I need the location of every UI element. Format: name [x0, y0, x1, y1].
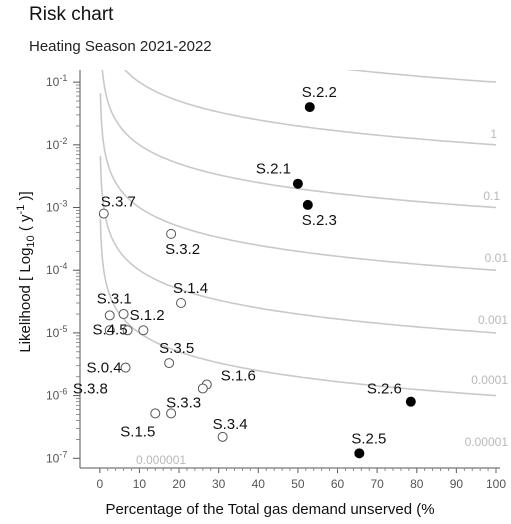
data-point-label: S.2.3 — [302, 212, 337, 229]
data-point-label: S.2.6 — [367, 381, 402, 398]
iso-risk-curve-label: 1 — [490, 127, 497, 141]
x-tick-label: 80 — [410, 477, 424, 491]
y-tick-label: 10-2 — [46, 136, 67, 152]
x-tick-label: 100 — [486, 477, 506, 491]
data-point-open — [120, 362, 131, 373]
data-point-label: S.2.2 — [302, 84, 337, 101]
data-point-open — [138, 325, 149, 336]
chart-title: Risk chart — [29, 4, 114, 25]
x-axis-title: Percentage of the Total gas demand unser… — [105, 501, 434, 518]
data-point-open — [166, 408, 177, 419]
data-point-label: S.1.6 — [221, 368, 256, 385]
x-tick-label: 50 — [291, 477, 305, 491]
data-points — [98, 102, 416, 459]
y-tick-label: 10-6 — [46, 387, 67, 403]
data-point-label: S.3.7 — [101, 194, 136, 211]
x-tick-label: 90 — [450, 477, 464, 491]
data-point-open — [150, 408, 161, 419]
x-tick-label: 10 — [133, 477, 147, 491]
data-point-open — [104, 310, 115, 321]
data-point-open — [118, 309, 129, 320]
iso-risk-curve — [99, 93, 497, 271]
data-point-label: S.2.1 — [256, 161, 291, 178]
iso-risk-curve — [124, 70, 497, 146]
data-point-label: S.3.1 — [97, 290, 132, 307]
data-point-label: S.1.2 — [130, 307, 165, 324]
data-point-label: S.0.4 — [87, 360, 122, 377]
data-point-label: S.4.5 — [93, 321, 128, 338]
axes: 0 10 20 30 40 50 60 70 80 90 10010-110-210-310-410… — [15, 70, 506, 518]
chart-subtitle: Heating Season 2021-2022 — [29, 38, 212, 55]
data-point-label: S.1.5 — [120, 423, 155, 440]
iso-risk-curve — [99, 155, 497, 334]
iso-risk-curve-label: 0.00001 — [465, 435, 509, 449]
data-point-filled — [354, 448, 365, 459]
data-point-open — [98, 208, 109, 219]
x-tick-label: 70 — [370, 477, 384, 491]
data-point-label: S.3.5 — [159, 340, 194, 357]
data-point-label: S.3.4 — [213, 416, 248, 433]
point-labels: S.2.2 S.2.1 S.2.3 S.2.6 S.2.5 S.3.7 S.3.2 S.1.4… — [73, 84, 402, 447]
y-tick-label: 10-5 — [46, 324, 67, 340]
y-tick-label: 10-1 — [46, 73, 67, 89]
data-point-open — [176, 297, 187, 308]
data-point-open — [197, 383, 208, 394]
data-point-label: S.3.3 — [166, 394, 201, 411]
x-tick-label: 20 — [172, 477, 186, 491]
iso-risk-curve — [101, 70, 497, 209]
iso-risk-curve — [99, 218, 497, 397]
data-point-label: S.1.4 — [173, 280, 208, 297]
iso-risk-curve-label: 0.1 — [483, 189, 500, 203]
y-tick-label: 10-7 — [46, 449, 67, 465]
data-point-label: S.3.2 — [165, 241, 200, 258]
data-point-open — [164, 358, 175, 369]
data-point-open — [217, 431, 228, 442]
data-point-label: S.2.5 — [351, 430, 386, 447]
iso-risk-curve-label: 0.0001 — [471, 373, 508, 387]
data-point-open — [166, 228, 177, 239]
data-point-open — [122, 325, 133, 336]
data-point-filled — [292, 178, 303, 189]
x-tick-label: 30 — [212, 477, 226, 491]
iso-risk-curve-label: 0.000001 — [136, 453, 186, 467]
x-tick-label: 40 — [252, 477, 266, 491]
iso-risk-curve-label: 0.01 — [485, 251, 509, 265]
iso-risk-curve — [346, 70, 497, 83]
y-axis-title: Likelihood [ Log10 ( y-1 )] — [15, 191, 37, 352]
data-point-filled — [302, 199, 313, 210]
iso-risk-curves: 1 0.1 0.01 0.001 0.0001 0.00001 0.000001 — [99, 70, 509, 467]
x-tick-label: 0 — [96, 477, 103, 491]
data-point-filled — [304, 102, 315, 113]
iso-risk-curve-label: 0.001 — [478, 313, 508, 327]
y-tick-label: 10-4 — [46, 261, 67, 277]
y-tick-label: 10-3 — [46, 199, 67, 215]
data-point-filled — [405, 396, 416, 407]
data-point-open — [104, 325, 115, 336]
x-tick-label: 60 — [331, 477, 345, 491]
data-point-label: S.3.8 — [73, 380, 108, 397]
